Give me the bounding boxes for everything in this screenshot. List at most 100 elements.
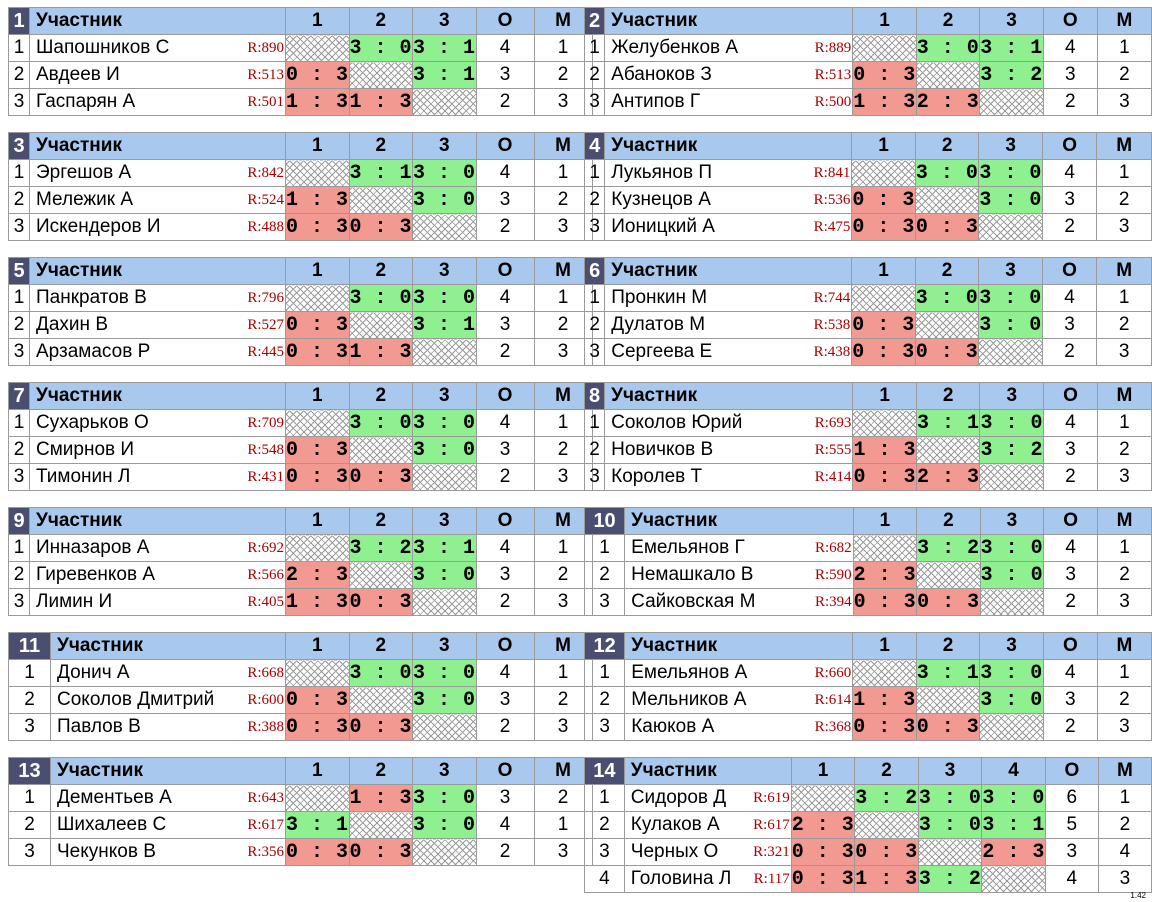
player-name: Сергеева Е xyxy=(611,341,713,362)
player-cell: Шапошников С R:890 xyxy=(29,34,286,62)
player-points: 3 xyxy=(475,61,535,89)
match-score-win: 3 : 2 xyxy=(854,784,919,812)
player-place: 2 xyxy=(533,61,593,89)
player-points: 4 xyxy=(475,659,535,687)
player-rating: R:117 xyxy=(753,870,790,887)
participant-header: Участник xyxy=(604,257,853,285)
self-match-cell xyxy=(915,436,981,464)
player-rating: R:501 xyxy=(247,93,284,110)
player-cell: Королев Т R:414 xyxy=(604,463,853,491)
match-score-win: 3 : 0 xyxy=(914,159,980,187)
player-place: 1 xyxy=(1097,534,1152,562)
opponent-column-header: 3 xyxy=(412,507,477,535)
match-score-win: 3 : 1 xyxy=(915,659,981,687)
player-place: 3 xyxy=(533,88,593,116)
points-header: О xyxy=(1043,507,1099,535)
opponent-column-header: 1 xyxy=(285,132,350,160)
self-match-cell xyxy=(790,784,856,812)
match-score-win: 3 : 0 xyxy=(978,159,1043,187)
points-header: О xyxy=(1042,632,1098,660)
player-rank: 3 xyxy=(583,463,606,491)
player-rating: R:536 xyxy=(813,191,851,208)
player-points: 2 xyxy=(1041,213,1098,241)
player-rating: R:617 xyxy=(753,816,790,833)
player-points: 3 xyxy=(1041,186,1098,214)
player-rank: 2 xyxy=(8,686,51,714)
opponent-column-header: 2 xyxy=(915,382,981,410)
player-cell: Дулатов М R:538 xyxy=(604,311,852,339)
player-rating: R:555 xyxy=(814,441,852,458)
player-rank: 2 xyxy=(8,436,30,464)
player-cell: Гиревенков А R:566 xyxy=(29,561,286,589)
group-header-row: 10 Участник 1 2 3 О М xyxy=(583,507,1152,535)
group-number: 11 xyxy=(8,632,51,660)
match-score-loss: 0 : 3 xyxy=(915,713,981,741)
self-match-cell xyxy=(348,436,414,464)
player-rating: R:600 xyxy=(247,691,284,708)
opponent-column-header: 2 xyxy=(348,382,414,410)
player-cell: Кузнецов А R:536 xyxy=(604,186,852,214)
player-points: 3 xyxy=(1042,436,1098,464)
opponent-column-header: 2 xyxy=(348,632,414,660)
match-score-loss: 1 : 3 xyxy=(348,338,414,366)
group-number: 3 xyxy=(8,132,30,160)
player-name: Королев Т xyxy=(611,466,703,487)
player-rating: R:643 xyxy=(247,789,284,806)
player-cell: Эргешов А R:842 xyxy=(29,159,286,187)
player-name: Черных О xyxy=(630,841,719,862)
player-rank: 4 xyxy=(584,865,625,893)
points-header: О xyxy=(1041,132,1098,160)
player-cell: Тимонин Л R:431 xyxy=(29,463,286,491)
match-score-loss: 0 : 3 xyxy=(285,838,350,866)
player-points: 3 xyxy=(1041,311,1098,339)
player-rating: R:488 xyxy=(247,218,284,235)
points-header: О xyxy=(475,507,535,535)
player-place: 1 xyxy=(1096,659,1152,687)
group-header-row: 7 Участник 1 2 3 О М xyxy=(8,382,593,410)
self-match-cell xyxy=(285,659,350,687)
match-score-win: 3 : 1 xyxy=(979,34,1044,62)
player-rating: R:566 xyxy=(247,566,284,583)
player-cell: Смирнов И R:548 xyxy=(29,436,286,464)
match-score-loss: 0 : 3 xyxy=(348,713,414,741)
self-match-cell xyxy=(914,311,980,339)
player-rating: R:668 xyxy=(247,664,284,681)
opponent-column-header: 2 xyxy=(854,757,919,785)
player-rank: 1 xyxy=(8,34,30,62)
player-place: 1 xyxy=(533,534,593,562)
player-points: 2 xyxy=(475,213,535,241)
match-score-win: 3 : 0 xyxy=(979,561,1045,589)
player-name: Кузнецов А xyxy=(611,189,711,210)
points-header: О xyxy=(475,257,535,285)
match-score-loss: 2 : 3 xyxy=(285,561,350,589)
player-place: 4 xyxy=(1097,838,1152,866)
player-name: Соколов Юрий xyxy=(611,412,743,433)
group-number: 9 xyxy=(8,507,30,535)
self-match-cell xyxy=(915,686,981,714)
player-cell: Абаноков З R:513 xyxy=(604,61,853,89)
player-rank: 1 xyxy=(583,34,606,62)
opponent-column-header: 1 xyxy=(852,7,917,35)
player-rank: 1 xyxy=(583,409,606,437)
match-score-win: 3 : 0 xyxy=(412,659,477,687)
player-cell: Кулаков А R:617 xyxy=(623,811,792,839)
opponent-column-header: 1 xyxy=(285,757,350,785)
player-cell: Сухарьков О R:709 xyxy=(29,409,286,437)
player-name: Каюков А xyxy=(631,716,715,737)
group-header-row: 8 Участник 1 2 3 О М xyxy=(583,382,1152,410)
match-score-win: 3 : 0 xyxy=(412,436,477,464)
player-cell: Дахин В R:527 xyxy=(29,311,286,339)
match-score-loss: 0 : 3 xyxy=(851,213,916,241)
